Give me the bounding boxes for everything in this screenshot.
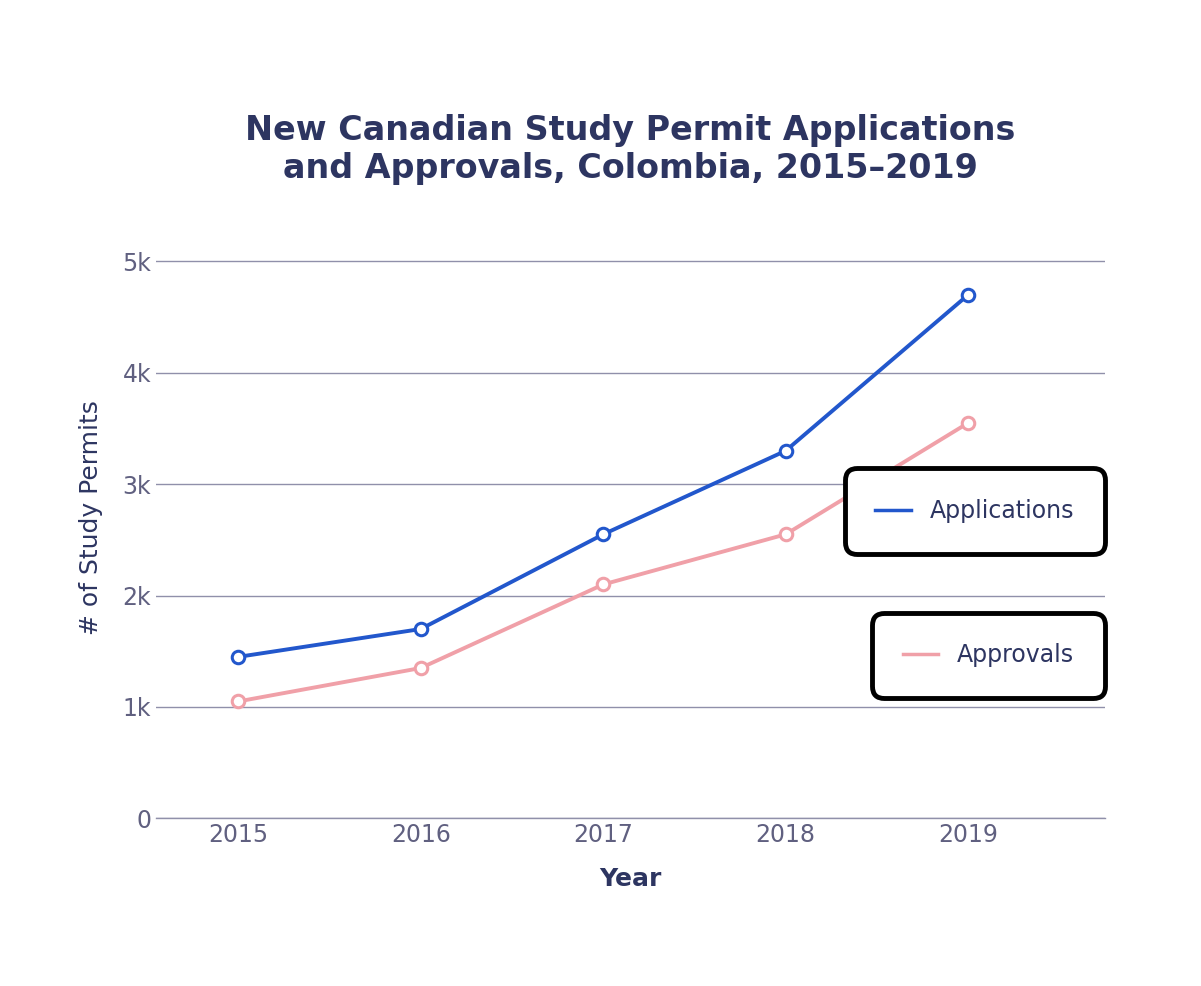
- Approvals: [961, 417, 975, 429]
- Approvals: [778, 528, 793, 540]
- Approvals: [596, 579, 610, 591]
- Applications: [961, 289, 975, 301]
- Applications: [231, 651, 245, 663]
- Applications: [413, 623, 428, 635]
- X-axis label: Year: Year: [599, 867, 662, 890]
- Line: Approvals: Approvals: [232, 417, 974, 708]
- Legend: Approvals: Approvals: [884, 624, 1093, 686]
- Line: Applications: Applications: [232, 289, 974, 664]
- Applications: [778, 445, 793, 457]
- Applications: [596, 528, 610, 540]
- Title: New Canadian Study Permit Applications
and Approvals, Colombia, 2015–2019: New Canadian Study Permit Applications a…: [245, 113, 1016, 185]
- Approvals: [231, 695, 245, 707]
- Approvals: [413, 663, 428, 674]
- Y-axis label: # of Study Permits: # of Study Permits: [79, 400, 103, 635]
